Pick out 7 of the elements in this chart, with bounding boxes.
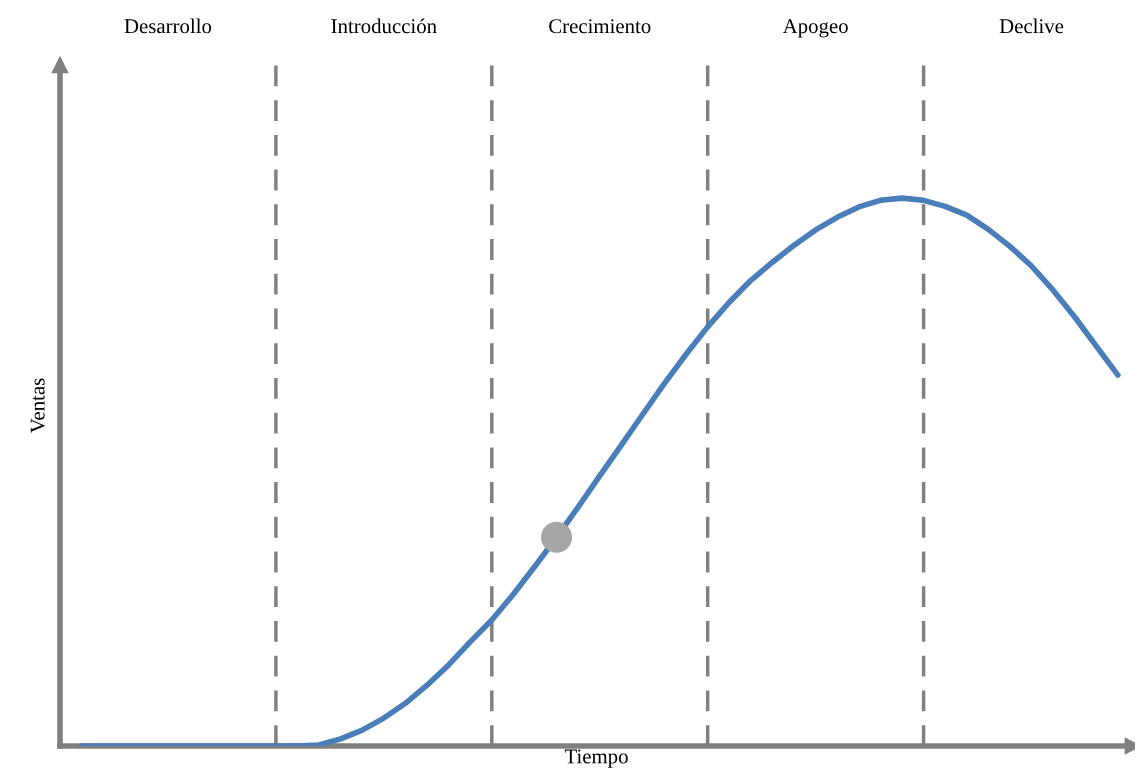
text: Introducción (331, 18, 437, 34)
x-axis-title: Tiempo (564, 749, 628, 768)
text: Crecimiento (549, 19, 651, 34)
text: Desarrollo (124, 18, 212, 34)
y-axis-title: Ventas (30, 378, 45, 434)
text: Declive (999, 18, 1064, 34)
text: Apogeo (782, 19, 848, 38)
